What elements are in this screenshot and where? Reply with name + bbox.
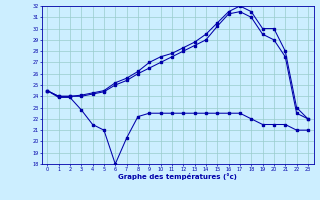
- X-axis label: Graphe des températures (°c): Graphe des températures (°c): [118, 173, 237, 180]
